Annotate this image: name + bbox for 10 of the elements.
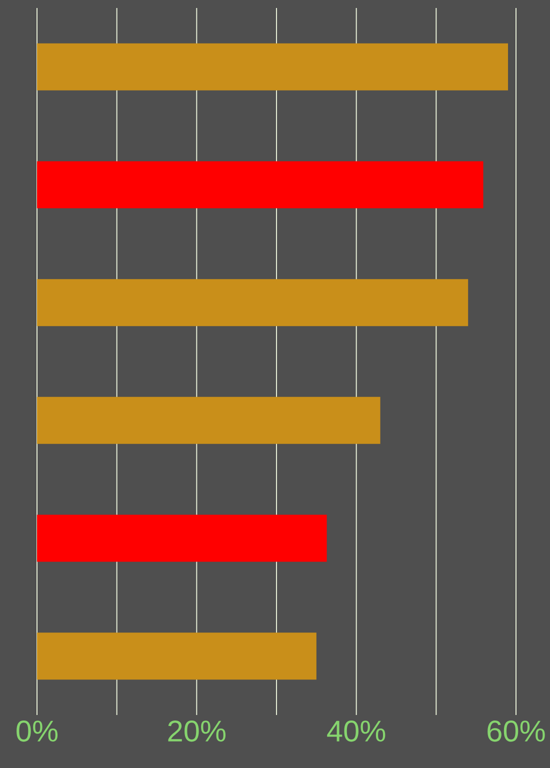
bar <box>37 161 484 208</box>
bar <box>37 514 327 562</box>
x-tick-label: 0% <box>16 720 58 742</box>
x-tick-label: 60% <box>488 720 545 742</box>
bar <box>37 43 508 90</box>
x-tick-label: 40% <box>327 720 386 742</box>
bar <box>37 396 380 444</box>
bar <box>37 632 316 680</box>
x-tick-label: 20% <box>168 720 226 742</box>
bar <box>37 279 468 326</box>
